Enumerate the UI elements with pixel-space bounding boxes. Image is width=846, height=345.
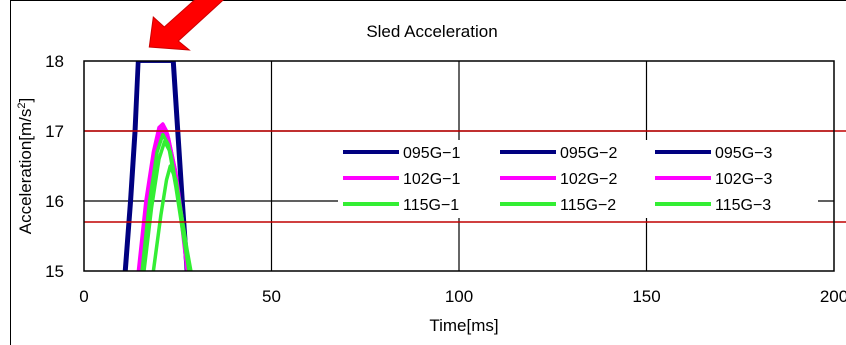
y-tick-label-17: 17 (45, 122, 64, 141)
legend-label-3: 095G−3 (715, 145, 772, 162)
series-layer (122, 61, 193, 271)
y-axis-label-main: Acceleration[m/s (16, 109, 35, 235)
y-axis-label-end: ] (16, 98, 35, 103)
plot-border (83, 60, 835, 272)
x-axis-label: Time[ms] (429, 316, 498, 335)
x-tick-label-0: 0 (79, 287, 88, 306)
series-line-3 (124, 61, 190, 271)
legend-label-7: 115G−1 (403, 197, 459, 214)
x-tick-label-200: 200 (820, 287, 846, 306)
annotation-arrow-shape (148, 0, 224, 51)
annotation-arrow (148, 0, 224, 51)
legend-box (338, 140, 818, 218)
x-tick-labels: 0 50 100 150 200 (79, 287, 846, 306)
legend-label-6: 102G−3 (715, 171, 772, 188)
legend-label-1: 095G−1 (403, 145, 460, 162)
legend-label-5: 102G−2 (560, 171, 617, 188)
chart-title: Sled Acceleration (366, 22, 497, 41)
legend: 095G−1 095G−2 095G−3 102G−1 102G−2 102G−3 115G… (338, 140, 818, 218)
legend-label-9: 115G−3 (715, 197, 771, 214)
legend-label-2: 095G−2 (560, 145, 617, 162)
legend-label-8: 115G−2 (560, 197, 616, 214)
series-line-9 (151, 164, 193, 271)
reference-lines (84, 130, 846, 223)
x-tick-label-100: 100 (445, 287, 473, 306)
y-tick-label-18: 18 (45, 52, 64, 71)
y-axis-label: Acceleration[m/s2] (16, 98, 35, 235)
x-tick-label-50: 50 (262, 287, 281, 306)
y-tick-labels: 15 16 17 18 (45, 52, 64, 281)
y-tick-label-16: 16 (45, 192, 64, 211)
y-axis-label-superscript: 2 (16, 102, 28, 108)
x-tick-label-150: 150 (632, 287, 660, 306)
y-tick-label-15: 15 (45, 262, 64, 281)
legend-label-4: 102G−1 (403, 171, 460, 188)
